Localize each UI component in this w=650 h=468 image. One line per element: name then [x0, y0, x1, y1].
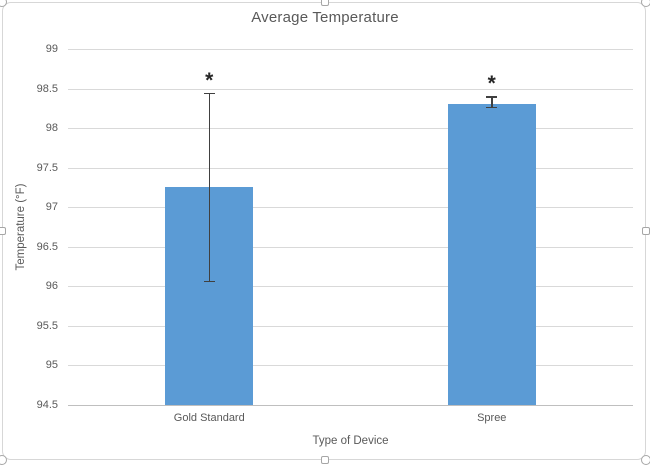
x-tick-label: Gold Standard	[173, 412, 245, 424]
selection-handle-top[interactable]	[321, 0, 329, 6]
selection-handle-left[interactable]	[0, 227, 6, 235]
y-tick-label: 97.5	[36, 161, 58, 174]
x-axis-line	[68, 405, 633, 406]
y-tick-label: 96.5	[36, 240, 58, 253]
chart-title[interactable]: Average Temperature	[251, 9, 399, 26]
error-bar-cap-top	[203, 92, 215, 94]
y-tick-label: 96	[45, 280, 58, 293]
error-bar-cap-top	[486, 96, 498, 98]
gridline	[68, 365, 633, 367]
gridline	[68, 128, 633, 130]
gridline	[68, 88, 633, 90]
gridline	[68, 167, 633, 169]
significance-asterisk[interactable]: *	[487, 72, 496, 96]
error-bar-line[interactable]	[208, 92, 210, 283]
y-tick-label: 95	[45, 359, 58, 372]
y-tick-label: 94.5	[36, 399, 58, 411]
y-tick-label: 99	[45, 43, 58, 55]
x-axis-title[interactable]: Type of Device	[312, 435, 389, 447]
selection-handle-top-left[interactable]	[0, 0, 7, 7]
selection-handle-bottom-left[interactable]	[0, 455, 7, 465]
gridline	[68, 49, 633, 50]
y-axis-title[interactable]: Temperature (°F)	[15, 183, 27, 271]
x-tick-label: Spree	[477, 412, 507, 424]
error-bar-line[interactable]	[491, 96, 493, 109]
error-bar-cap-bottom	[203, 280, 215, 283]
error-bar-cap-bottom	[486, 106, 498, 109]
significance-asterisk[interactable]: *	[205, 68, 214, 92]
y-tick-label: 97	[45, 201, 58, 214]
y-tick-label: 98.5	[36, 82, 58, 95]
gridline	[68, 246, 633, 248]
gridline	[68, 325, 633, 327]
y-tick-label: 95.5	[36, 319, 58, 332]
gridline	[68, 286, 633, 288]
bar-spree[interactable]	[447, 104, 536, 405]
plot-area[interactable]: 99 98.5 98 97.5 97 96.5 96 95.5 95 94.5 * Gold Stan…	[37, 43, 633, 424]
selection-handle-top-right[interactable]	[641, 0, 650, 7]
selection-handle-bottom[interactable]	[321, 456, 329, 464]
selection-handle-bottom-right[interactable]	[641, 455, 650, 465]
gridline	[68, 207, 633, 209]
selection-handle-right[interactable]	[642, 227, 650, 235]
y-tick-label: 98	[45, 122, 58, 135]
